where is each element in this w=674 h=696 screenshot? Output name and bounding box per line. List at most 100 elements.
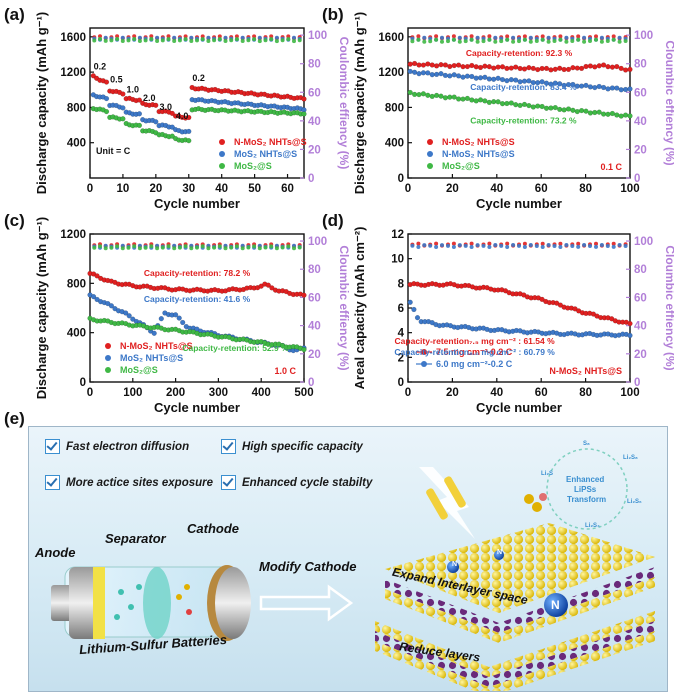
y2-tick-label: 60: [634, 292, 647, 304]
data-point: [627, 66, 633, 73]
series-2: [407, 37, 633, 119]
ce-point: [434, 34, 439, 39]
data-point: [425, 61, 431, 67]
y2-tick-label: 0: [308, 377, 314, 389]
ce-point: [280, 38, 285, 43]
ce-point: [605, 244, 610, 248]
lightning-icon: [419, 467, 475, 539]
data-point: [561, 107, 567, 113]
y2-tick-label: 0: [308, 173, 314, 185]
ce-point: [172, 39, 177, 43]
y2-tick-label: 80: [634, 264, 647, 276]
ce-point: [440, 243, 444, 248]
legend-entry: N-MoS₂ NHTs@S: [234, 137, 307, 147]
ce-point: [623, 244, 628, 248]
data-point: [451, 62, 457, 69]
ce-point: [487, 37, 492, 42]
y-tick-label: 10: [391, 254, 404, 266]
data-point: [425, 92, 431, 98]
data-point: [451, 94, 457, 100]
rate-step-label: 0.5: [110, 75, 123, 85]
unit-note: Unit = C: [96, 146, 131, 156]
ce-point: [120, 35, 125, 40]
y2-tick-label: 0: [634, 377, 640, 389]
data-point: [136, 97, 143, 103]
data-point: [557, 106, 563, 113]
data-point: [627, 113, 633, 119]
data-point: [447, 73, 453, 79]
data-point: [578, 107, 585, 114]
data-point: [609, 85, 616, 91]
legend-marker: [105, 367, 111, 373]
ce-point: [540, 241, 545, 246]
ce-point: [570, 39, 575, 43]
ce-point: [487, 241, 492, 246]
data-point: [464, 95, 471, 102]
data-point: [469, 97, 475, 103]
ce-point: [252, 244, 257, 249]
ce-point: [552, 39, 557, 43]
x-tick-label: 0: [405, 183, 411, 195]
data-point: [618, 87, 624, 93]
ce-point: [623, 39, 628, 43]
ce-point: [511, 39, 516, 44]
ce-point: [469, 241, 474, 246]
data-point: [442, 72, 449, 79]
ce-point: [137, 39, 142, 43]
ce-point: [564, 35, 569, 40]
ce-point: [487, 34, 492, 39]
ce-point: [410, 39, 415, 44]
ce-point: [166, 37, 171, 42]
panel-label: (e): [4, 409, 25, 428]
ce-point: [292, 39, 296, 44]
ce-point: [481, 39, 486, 44]
data-point: [158, 316, 164, 322]
data-point: [473, 64, 479, 70]
data-point: [412, 69, 418, 75]
ce-point: [292, 35, 296, 40]
ce-point: [558, 37, 563, 42]
ce-point: [588, 244, 592, 248]
data-point: [609, 110, 616, 117]
ce-point: [263, 245, 268, 250]
ce-point: [223, 39, 228, 43]
enhanced-label: Enhanced: [566, 475, 605, 484]
checkbox-icon: [45, 475, 60, 490]
li2s6-label: Li₂S₆: [627, 499, 642, 505]
checkbox-icon: [45, 439, 60, 454]
y-tick-label: 400: [67, 138, 86, 150]
data-point: [548, 105, 554, 111]
data-point: [578, 83, 585, 89]
y2-tick-label: 40: [308, 116, 321, 128]
ce-point: [522, 34, 527, 39]
data-point: [521, 101, 528, 108]
x-tick-label: 300: [209, 387, 228, 399]
data-point: [618, 113, 624, 119]
ce-point: [177, 245, 182, 250]
data-point: [530, 104, 536, 110]
ce-point: [263, 38, 268, 43]
ce-point: [540, 34, 545, 39]
checkbox-icon: [221, 439, 236, 454]
legend-entry: 7.5 mg cm⁻²-0.2 C: [436, 347, 513, 357]
series-1: [90, 35, 307, 135]
panel-label: (a): [4, 5, 25, 24]
ce-point: [137, 246, 142, 251]
ce-point: [212, 245, 217, 250]
x-tick-label: 80: [579, 183, 592, 195]
ce-point: [599, 39, 604, 44]
ce-point: [576, 244, 581, 249]
data-point: [578, 65, 585, 72]
data-point: [186, 114, 192, 121]
data-point: [491, 99, 497, 105]
data-point: [570, 107, 576, 113]
feature-cycle-stability: Enhanced cycle stabilty: [221, 475, 372, 490]
data-point: [120, 105, 126, 111]
ce-point: [126, 245, 131, 250]
data-point: [574, 108, 580, 115]
y-tick-label: 1600: [378, 32, 404, 44]
y2-axis-label: Cloumbic effiency (%): [337, 245, 351, 370]
ce-point: [440, 39, 444, 44]
